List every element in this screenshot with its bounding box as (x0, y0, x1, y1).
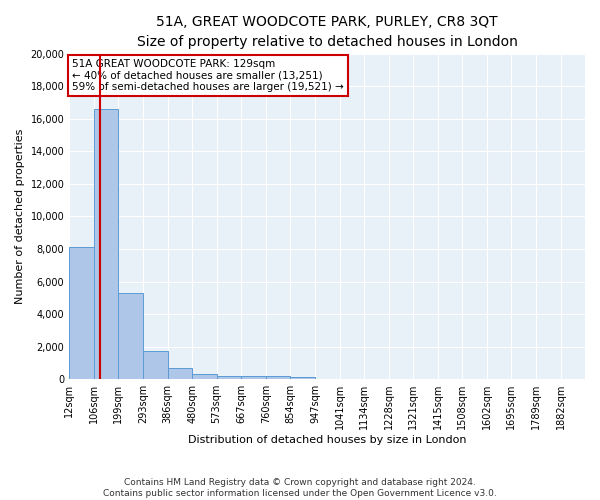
Bar (290, 377, 315, 379)
Bar (167, 368, 192, 379)
Bar (69, 248, 94, 379)
Bar (143, 350, 167, 379)
Title: 51A, GREAT WOODCOTE PARK, PURLEY, CR8 3QT
Size of property relative to detached : 51A, GREAT WOODCOTE PARK, PURLEY, CR8 3Q… (137, 15, 518, 48)
Bar (241, 376, 266, 379)
Bar (94, 109, 118, 379)
Y-axis label: Number of detached properties: Number of detached properties (15, 129, 25, 304)
Bar (118, 293, 143, 379)
Bar (266, 376, 290, 379)
Bar (192, 374, 217, 379)
Bar (217, 376, 241, 379)
X-axis label: Distribution of detached houses by size in London: Distribution of detached houses by size … (188, 435, 466, 445)
Text: 51A GREAT WOODCOTE PARK: 129sqm
← 40% of detached houses are smaller (13,251)
59: 51A GREAT WOODCOTE PARK: 129sqm ← 40% of… (72, 58, 344, 92)
Text: Contains HM Land Registry data © Crown copyright and database right 2024.
Contai: Contains HM Land Registry data © Crown c… (103, 478, 497, 498)
